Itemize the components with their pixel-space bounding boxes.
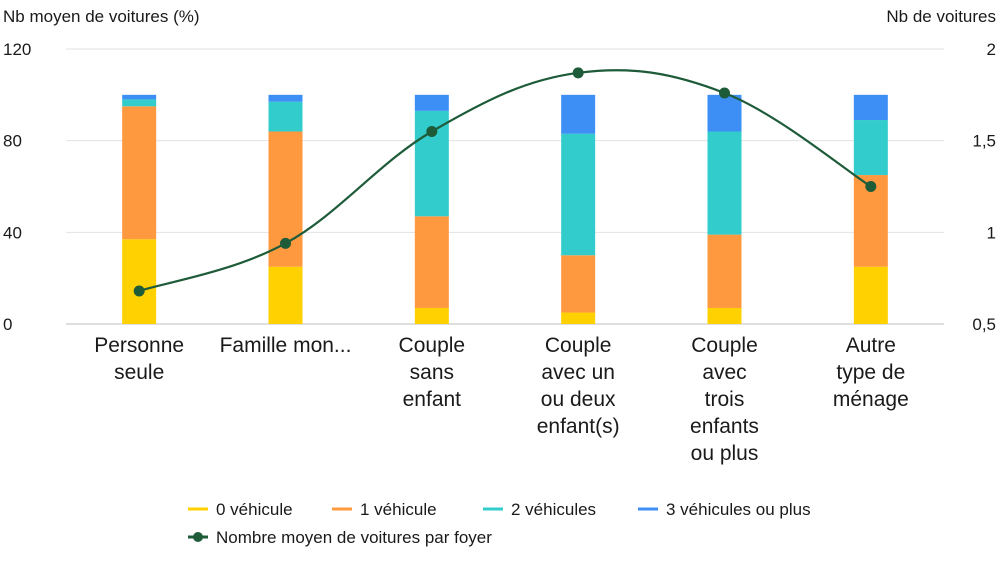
line-point xyxy=(865,181,877,192)
category-label: trois xyxy=(705,388,745,411)
bar-segment xyxy=(122,106,157,240)
category-label: enfant(s) xyxy=(537,415,620,438)
bar-segment xyxy=(122,94,157,100)
category-label: ou plus xyxy=(691,442,759,465)
legend-label: 2 véhicules xyxy=(511,500,596,519)
line-path xyxy=(138,69,872,293)
left-tick-label: 80 xyxy=(3,132,22,151)
right-tick-label: 1 xyxy=(987,223,996,242)
category-label: avec un xyxy=(541,361,615,384)
legend-label: 1 véhicule xyxy=(360,500,437,519)
bar-segment xyxy=(853,120,888,176)
bar-segment xyxy=(853,94,888,121)
bar-segment xyxy=(561,312,596,324)
line-point xyxy=(426,126,438,137)
bar-segment xyxy=(707,307,742,324)
gridlines xyxy=(66,48,944,325)
left-tick-label: 40 xyxy=(3,223,22,242)
right-axis-title: Nb de voitures xyxy=(886,7,996,26)
right-tick-label: 1,5 xyxy=(972,132,996,151)
line-point xyxy=(133,285,145,297)
axes: Nb moyen de voitures (%) Nb de voitures … xyxy=(3,7,996,334)
bar-segment xyxy=(853,266,888,324)
legend: 0 véhicule 1 véhicule 2 véhicules 3 véhicul… xyxy=(188,500,811,547)
bar-segment xyxy=(707,234,742,308)
legend-label: Nombre moyen de voitures par foyer xyxy=(216,528,492,547)
bar-segment xyxy=(707,131,742,235)
category-label: enfants xyxy=(690,415,759,438)
left-tick-label: 0 xyxy=(3,315,12,334)
right-tick-label: 0,5 xyxy=(972,315,996,334)
category-label: Famille mon... xyxy=(220,334,352,357)
line-series xyxy=(133,67,877,297)
bar-segment xyxy=(414,216,449,308)
bar-segment xyxy=(561,133,596,256)
bar-segment xyxy=(122,99,157,107)
line-point xyxy=(280,237,291,249)
legend-label: 0 véhicule xyxy=(216,500,293,519)
category-label: Couple xyxy=(691,334,758,357)
bar-segment xyxy=(707,94,742,132)
category-labels: Personne seule Famille mon... Couple sans enf… xyxy=(94,334,909,465)
category-label: ménage xyxy=(833,388,909,411)
line-point xyxy=(719,87,730,99)
legend-label: 3 véhicules ou plus xyxy=(666,500,811,519)
bar-segment xyxy=(561,255,596,313)
left-tick-label: 120 xyxy=(3,40,31,59)
category-label: avec xyxy=(702,361,746,384)
bar-segment xyxy=(268,101,303,132)
bar-segment xyxy=(268,94,303,102)
bar-segment xyxy=(561,94,596,134)
category-label: ou deux xyxy=(541,388,616,411)
category-label: Personne xyxy=(94,334,184,357)
bar-segment xyxy=(414,94,449,111)
category-label: sans xyxy=(410,361,454,384)
category-label: Couple xyxy=(545,334,612,357)
line-point xyxy=(572,67,584,79)
category-label: Couple xyxy=(399,334,466,357)
bar-segment xyxy=(122,239,157,324)
bar-segment xyxy=(414,307,449,324)
category-label: seule xyxy=(114,361,164,384)
bar-segment xyxy=(268,266,303,324)
legend-marker xyxy=(193,532,203,542)
category-label: Autre xyxy=(846,334,896,357)
category-label: type de xyxy=(836,361,905,384)
category-label: enfant xyxy=(403,388,462,411)
bars xyxy=(122,94,888,324)
left-axis-title: Nb moyen de voitures (%) xyxy=(3,7,200,26)
right-tick-label: 2 xyxy=(987,40,996,59)
